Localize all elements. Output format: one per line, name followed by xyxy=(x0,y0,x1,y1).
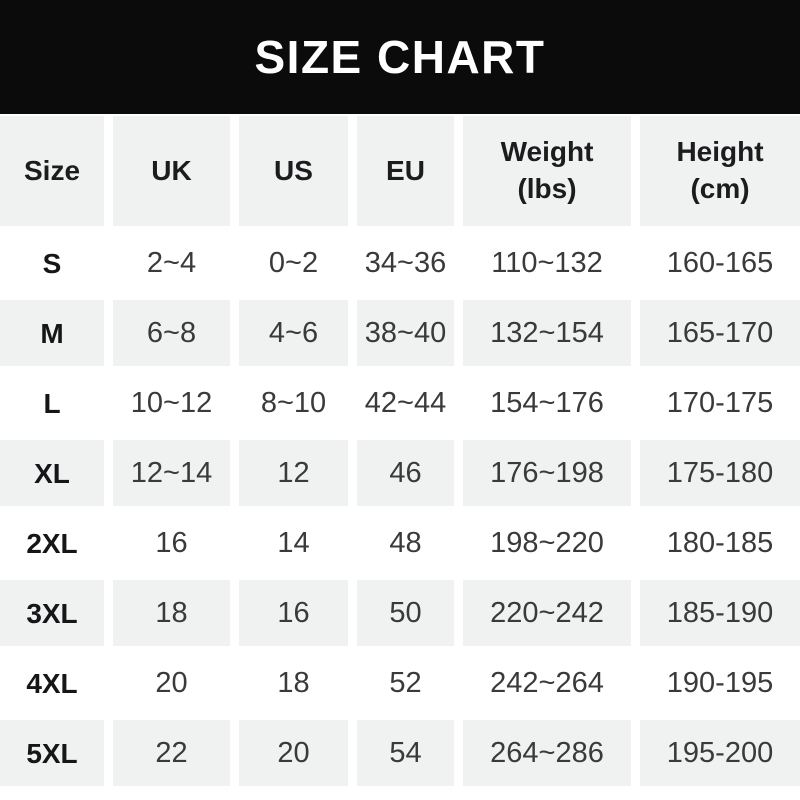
column-header-weight: Weight (lbs) xyxy=(463,116,631,226)
uk-cell: 18 xyxy=(113,580,230,646)
column-header-height-unit: (cm) xyxy=(690,173,750,204)
uk-cell: 22 xyxy=(113,720,230,786)
eu-cell: 48 xyxy=(357,510,454,576)
size-cell: L xyxy=(0,370,104,436)
us-cell: 14 xyxy=(239,510,348,576)
weight-cell: 264~286 xyxy=(463,720,631,786)
height-cell: 175-180 xyxy=(640,440,800,506)
eu-cell: 38~40 xyxy=(357,300,454,366)
size-chart-banner: SIZE CHART xyxy=(0,0,800,114)
us-cell: 4~6 xyxy=(239,300,348,366)
height-cell: 190-195 xyxy=(640,650,800,716)
uk-cell: 10~12 xyxy=(113,370,230,436)
size-cell: 2XL xyxy=(0,510,104,576)
eu-cell: 54 xyxy=(357,720,454,786)
column-header-weight-label: Weight xyxy=(500,136,594,168)
uk-cell: 6~8 xyxy=(113,300,230,366)
height-cell: 185-190 xyxy=(640,580,800,646)
column-header-size: Size xyxy=(0,116,104,226)
eu-cell: 42~44 xyxy=(357,370,454,436)
uk-cell: 12~14 xyxy=(113,440,230,506)
uk-cell: 16 xyxy=(113,510,230,576)
weight-cell: 176~198 xyxy=(463,440,631,506)
weight-cell: 132~154 xyxy=(463,300,631,366)
us-cell: 20 xyxy=(239,720,348,786)
weight-cell: 242~264 xyxy=(463,650,631,716)
us-cell: 16 xyxy=(239,580,348,646)
size-cell: S xyxy=(0,230,104,296)
weight-cell: 110~132 xyxy=(463,230,631,296)
height-cell: 180-185 xyxy=(640,510,800,576)
size-cell: 5XL xyxy=(0,720,104,786)
height-cell: 160-165 xyxy=(640,230,800,296)
us-cell: 12 xyxy=(239,440,348,506)
height-cell: 195-200 xyxy=(640,720,800,786)
size-cell: 4XL xyxy=(0,650,104,716)
page-title: SIZE CHART xyxy=(254,31,546,83)
height-cell: 165-170 xyxy=(640,300,800,366)
eu-cell: 52 xyxy=(357,650,454,716)
column-header-us: US xyxy=(239,116,348,226)
weight-cell: 220~242 xyxy=(463,580,631,646)
size-cell: 3XL xyxy=(0,580,104,646)
size-chart-table: Size UK US EU Weight (lbs) Height (cm) S… xyxy=(0,116,800,786)
uk-cell: 20 xyxy=(113,650,230,716)
uk-cell: 2~4 xyxy=(113,230,230,296)
us-cell: 0~2 xyxy=(239,230,348,296)
column-header-eu: EU xyxy=(357,116,454,226)
size-cell: XL xyxy=(0,440,104,506)
column-header-uk: UK xyxy=(113,116,230,226)
weight-cell: 154~176 xyxy=(463,370,631,436)
eu-cell: 50 xyxy=(357,580,454,646)
column-header-height-label: Height xyxy=(676,136,764,168)
us-cell: 8~10 xyxy=(239,370,348,436)
weight-cell: 198~220 xyxy=(463,510,631,576)
eu-cell: 46 xyxy=(357,440,454,506)
column-header-weight-unit: (lbs) xyxy=(517,173,577,204)
us-cell: 18 xyxy=(239,650,348,716)
height-cell: 170-175 xyxy=(640,370,800,436)
size-cell: M xyxy=(0,300,104,366)
column-header-height: Height (cm) xyxy=(640,116,800,226)
eu-cell: 34~36 xyxy=(357,230,454,296)
